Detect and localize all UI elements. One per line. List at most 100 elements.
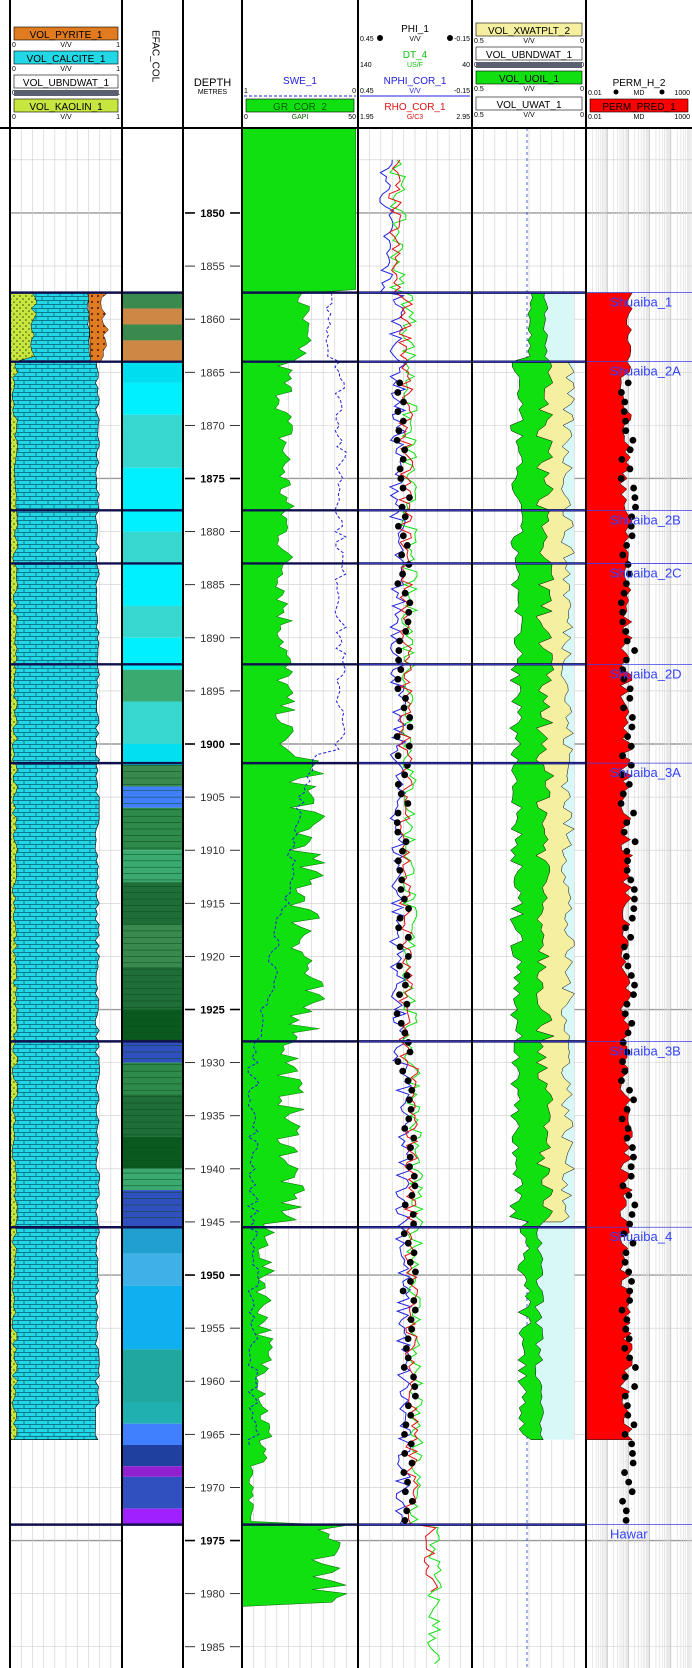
phi-point: [405, 905, 412, 913]
phi-point: [403, 1000, 411, 1008]
phi-point: [398, 551, 406, 559]
depth-label: 1930: [200, 1058, 224, 1070]
phi-point: [394, 828, 402, 836]
perm-h-point: [628, 1278, 635, 1285]
zone-label: Shuaiba_1: [610, 295, 672, 310]
phi-point: [401, 1430, 408, 1438]
perm-h-point: [623, 819, 631, 826]
header-name: VOL_KAOLIN_1: [29, 102, 103, 113]
perm-h-point: [620, 828, 628, 836]
header-min: 0.01: [588, 90, 602, 97]
perm-h-point: [618, 1115, 626, 1123]
phi-point: [397, 666, 405, 674]
perm-h-point: [631, 1201, 639, 1209]
phi-point: [397, 1019, 405, 1027]
phi-point: [405, 742, 413, 750]
efac-band: [123, 292, 182, 309]
header-name: VOL_UBNDWAT_1: [486, 50, 573, 61]
perm-h-point: [617, 599, 625, 607]
phi-point: [409, 1211, 417, 1218]
header-name: RHO_COR_1: [384, 102, 446, 113]
phi-point: [394, 752, 402, 760]
phi-point: [395, 656, 402, 664]
perm-h-point: [627, 1163, 635, 1171]
perm-h-point: [619, 1182, 627, 1190]
depth-label: 1855: [200, 261, 224, 273]
perm-h-point: [622, 628, 630, 635]
phi-point: [410, 1373, 417, 1381]
perm-h-point: [623, 1105, 631, 1113]
perm-h-point: [618, 389, 625, 396]
phi-point: [411, 1383, 419, 1390]
perm-h-point: [626, 1354, 634, 1362]
gr-cor-curve: [241, 127, 356, 1610]
perm-h-point: [622, 1249, 630, 1257]
efac-band: [123, 1190, 182, 1228]
depth-label: 1975: [200, 1536, 224, 1548]
phi-point: [408, 1459, 416, 1467]
efac-band: [123, 1009, 182, 1042]
phi-point: [402, 694, 409, 702]
depth-label: 1970: [200, 1482, 224, 1494]
perm-h-point: [624, 962, 632, 970]
header-name: PHI_1: [401, 24, 429, 35]
perm-h-point: [620, 704, 627, 712]
perm-h-point: [626, 1086, 633, 1094]
phi-point: [403, 1344, 410, 1352]
efac-band: [123, 1476, 182, 1509]
header-name: DT_4: [403, 50, 428, 61]
perm-h-point: [626, 694, 634, 702]
phi-point: [395, 647, 403, 654]
header-name: VOL_PYRITE_1: [30, 30, 103, 41]
phi-point: [407, 1278, 414, 1285]
phi-point: [399, 532, 407, 540]
phi-point: [408, 1086, 416, 1094]
phi-point: [401, 1029, 409, 1037]
header-max: 1: [116, 114, 120, 121]
phi-point: [397, 886, 405, 893]
efac-band: [123, 467, 182, 532]
phi-point: [396, 866, 404, 874]
depth-label: 1895: [200, 686, 224, 698]
phi-point: [396, 962, 403, 970]
perm-h-point: [631, 838, 639, 846]
perm-h-point: [625, 1478, 633, 1486]
header-max: 0: [580, 112, 584, 119]
perm-h-point: [625, 1191, 633, 1199]
phi-point: [405, 1115, 413, 1123]
header-unit: V/V: [60, 42, 72, 49]
depth-label: 1905: [200, 792, 224, 804]
header-unit: G/C3: [407, 114, 423, 121]
phi-point: [401, 1125, 409, 1132]
perm-h-point: [617, 800, 625, 807]
phi-point: [407, 1316, 415, 1324]
phi-point: [410, 1172, 418, 1180]
perm-h-point: [621, 1430, 629, 1438]
perm-h-point: [618, 771, 626, 779]
perm-h-point: [628, 914, 636, 922]
header-min: 0: [12, 42, 16, 49]
perm-h-point: [620, 1230, 628, 1238]
phi-point: [394, 389, 402, 396]
phi-point: [394, 685, 402, 693]
depth-label: 1900: [200, 739, 224, 751]
perm-h-point: [632, 1364, 639, 1371]
perm-h-point: [626, 465, 634, 473]
depth-label: 1950: [200, 1270, 224, 1282]
fluids-ubndwat-swatch: [476, 62, 582, 68]
header-unit: V/V: [409, 36, 421, 43]
header-unit: V/V: [523, 86, 535, 93]
perm-h-point: [629, 1239, 637, 1247]
phi-point: [399, 847, 406, 855]
header-max: -0.15: [454, 36, 470, 43]
perm-h-point: [624, 1411, 632, 1419]
perm-h-point: [630, 886, 638, 893]
phi-point: [404, 1478, 411, 1486]
header-min: 0: [12, 66, 16, 73]
depth-label: 1885: [200, 580, 224, 592]
depth-label: 1850: [200, 208, 224, 220]
header-unit: V/V: [409, 88, 421, 95]
header-name: PERM_H_2: [613, 78, 666, 89]
depth-unit: METRES: [198, 89, 228, 96]
perm-h-point: [626, 570, 633, 578]
